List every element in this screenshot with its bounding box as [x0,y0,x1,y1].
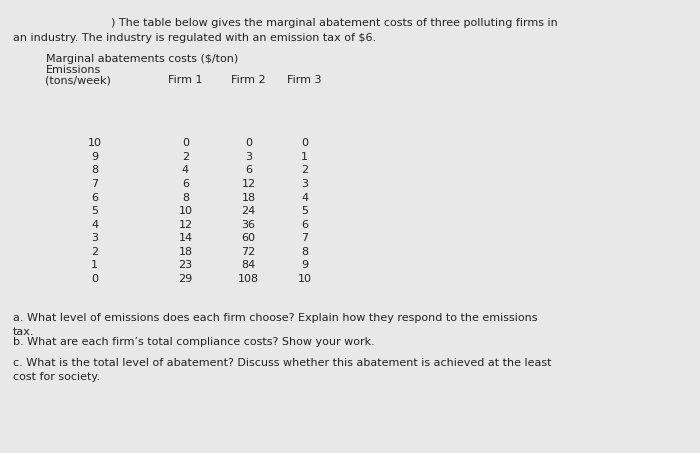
Text: c. What is the total level of abatement? Discuss whether this abatement is achie: c. What is the total level of abatement?… [13,358,551,382]
Text: 8: 8 [91,165,98,175]
Text: 5: 5 [301,206,308,216]
Text: ) The table below gives the marginal abatement costs of three polluting firms in: ) The table below gives the marginal aba… [111,18,557,28]
Text: 72: 72 [241,247,255,257]
Text: 6: 6 [301,220,308,230]
Text: 10: 10 [298,274,312,284]
Text: 4: 4 [301,193,308,202]
Text: 6: 6 [245,165,252,175]
Text: 12: 12 [178,220,192,230]
Text: 7: 7 [301,233,308,243]
Text: Emissions: Emissions [46,65,101,75]
Text: 8: 8 [182,193,189,202]
Text: 84: 84 [241,260,255,270]
Text: 108: 108 [238,274,259,284]
Text: 6: 6 [182,179,189,189]
Text: 3: 3 [301,179,308,189]
Text: 24: 24 [241,206,255,216]
Text: 1: 1 [301,152,308,162]
Text: 4: 4 [91,220,98,230]
Text: 7: 7 [91,179,98,189]
Text: 5: 5 [91,206,98,216]
Text: 10: 10 [178,206,192,216]
Text: 36: 36 [241,220,255,230]
Text: 2: 2 [182,152,189,162]
Text: 0: 0 [301,138,308,148]
Text: 60: 60 [241,233,255,243]
Text: a. What level of emissions does each firm choose? Explain how they respond to th: a. What level of emissions does each fir… [13,313,537,337]
Text: Firm 2: Firm 2 [231,75,266,85]
Text: 9: 9 [91,152,98,162]
Text: 18: 18 [241,193,255,202]
Text: 1: 1 [91,260,98,270]
Text: 18: 18 [178,247,192,257]
Text: 0: 0 [91,274,98,284]
Text: 3: 3 [91,233,98,243]
Text: 14: 14 [178,233,192,243]
Text: 0: 0 [182,138,189,148]
Text: 2: 2 [91,247,98,257]
Text: 3: 3 [245,152,252,162]
Text: 12: 12 [241,179,255,189]
Text: 8: 8 [301,247,308,257]
Text: Marginal abatements costs ($/ton): Marginal abatements costs ($/ton) [46,54,238,64]
Text: 9: 9 [301,260,308,270]
Text: Firm 3: Firm 3 [287,75,322,85]
Text: 10: 10 [88,138,102,148]
Text: 6: 6 [91,193,98,202]
Text: 2: 2 [301,165,308,175]
Text: b. What are each firm’s total compliance costs? Show your work.: b. What are each firm’s total compliance… [13,337,375,347]
Text: (tons/week): (tons/week) [46,75,111,85]
Text: an industry. The industry is regulated with an emission tax of $6.: an industry. The industry is regulated w… [13,33,376,43]
Text: 29: 29 [178,274,192,284]
Text: 23: 23 [178,260,192,270]
Text: Firm 1: Firm 1 [168,75,203,85]
Text: 4: 4 [182,165,189,175]
Text: 0: 0 [245,138,252,148]
